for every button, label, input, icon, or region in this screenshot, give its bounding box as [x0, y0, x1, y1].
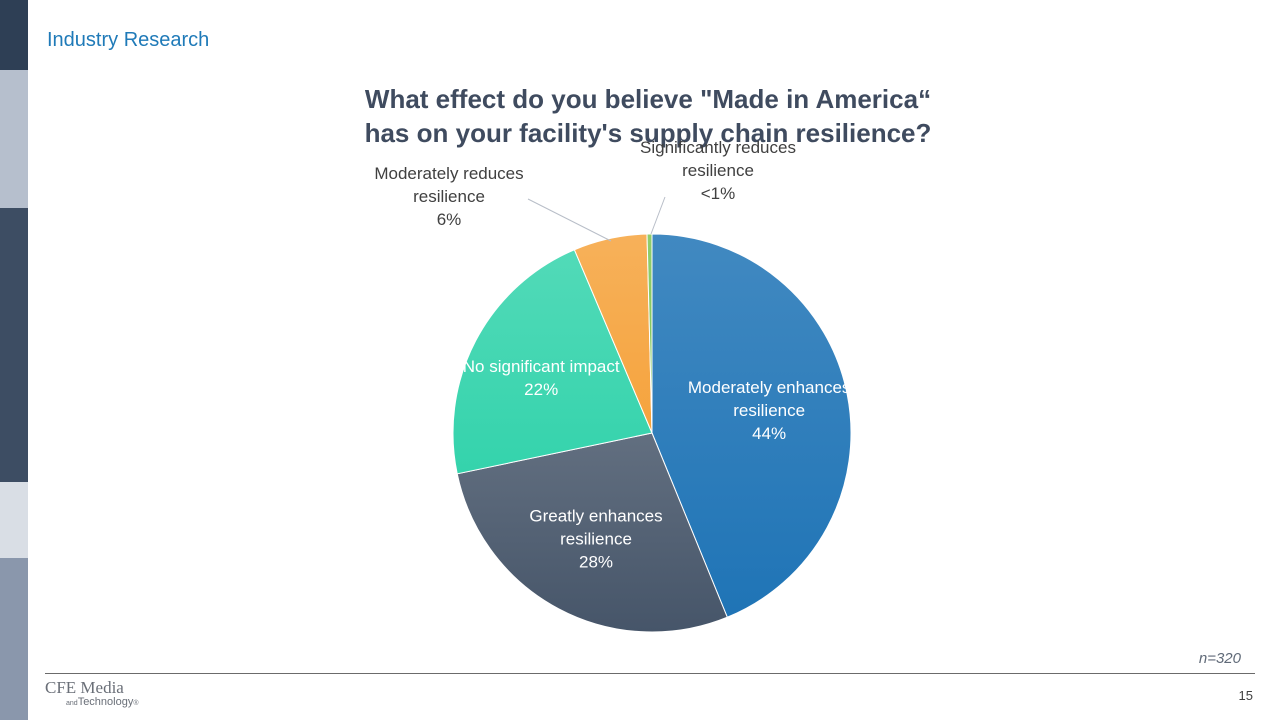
chart-title: What effect do you believe "Made in Amer…: [300, 82, 996, 150]
leader-line-4: [650, 196, 666, 235]
slice-label-3: Moderately reduces resilience 6%: [374, 164, 523, 229]
header-title: Industry Research: [47, 29, 210, 51]
side-accent-segment: [0, 70, 28, 208]
pie-slice-4: [646, 233, 653, 434]
company-logo-subtitle: andTechnology®: [66, 696, 139, 708]
leader-line-3: [527, 198, 612, 242]
pie-slice-0: [651, 233, 852, 618]
page-number: 15: [1238, 688, 1253, 703]
pie-slice-2: [452, 249, 653, 475]
chart-title-line-1: What effect do you believe "Made in Amer…: [364, 84, 932, 114]
slice-label-2: No significant impact 22%: [463, 357, 620, 399]
side-accent-segment: [0, 0, 28, 70]
pie-slice-1: [456, 432, 728, 633]
company-logo: CFE Media: [45, 678, 124, 697]
side-accent-segment: [0, 208, 28, 482]
logo-and-text: and: [66, 700, 78, 707]
side-accent-segment: [0, 482, 28, 558]
side-accent-bar: [0, 0, 28, 720]
slice-label-0: Moderately enhances resilience 44%: [688, 378, 851, 443]
logo-registered-mark: ®: [133, 700, 139, 707]
sample-size-label: n=320: [1198, 650, 1241, 667]
slice-label-4: Significantly reduces resilience <1%: [640, 138, 796, 203]
footer-divider: [45, 673, 1255, 674]
slice-label-1: Greatly enhances resilience 28%: [529, 506, 662, 571]
chart-title-line-2: has on your facility's supply chain resi…: [364, 118, 932, 148]
side-accent-segment: [0, 558, 28, 720]
logo-technology-text: Technology: [77, 696, 134, 708]
